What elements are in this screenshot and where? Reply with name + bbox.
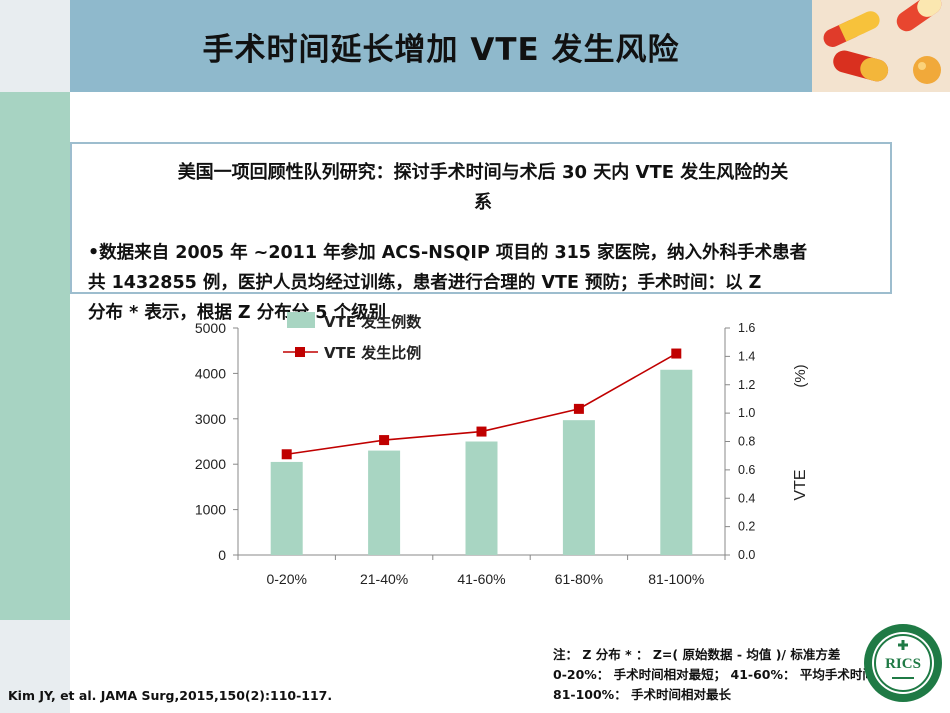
- study-heading-line-2: 系: [474, 192, 492, 213]
- y-right-tick-label: 0.0: [738, 548, 755, 562]
- point-vte-rate: [379, 435, 390, 446]
- bar-vte-count: [562, 420, 595, 555]
- footnote-line-1: 注： Z 分布 * ： Z=( 原始数据 - 均值 )/ 标准方差: [553, 647, 841, 662]
- point-vte-rate: [281, 449, 292, 460]
- x-tick-label: 81-100%: [648, 571, 704, 587]
- y-left-tick-label: 5000: [195, 320, 226, 336]
- left-accent-strip: [0, 92, 70, 620]
- pills-image: [812, 0, 950, 92]
- line-vte-rate: [286, 352, 677, 456]
- y-right-tick-label: 1.6: [738, 321, 755, 335]
- y-left-tick-label: 1000: [195, 502, 226, 518]
- slide-title: 手术时间延长增加 VTE 发生风险: [202, 31, 680, 68]
- y-left-tick-label: 0: [218, 547, 226, 563]
- footnote-line-3: 81-100%： 手术时间相对最长: [553, 687, 732, 702]
- x-tick-label: 61-80%: [555, 571, 603, 587]
- x-tick-label: 0-20%: [266, 571, 306, 587]
- y-left-tick-label: 2000: [195, 456, 226, 472]
- study-heading-line-1: 美国一项回顾性队列研究：探讨手术时间与术后 30 天内 VTE 发生风险的关: [177, 162, 789, 183]
- y-right-tick-label: 0.6: [738, 463, 755, 477]
- footnote: 注： Z 分布 * ： Z=( 原始数据 - 均值 )/ 标准方差 0-20%：…: [553, 645, 943, 705]
- y-left-tick-label: 4000: [195, 365, 226, 381]
- y-right-tick-label: 0.2: [738, 520, 755, 534]
- bar-vte-count: [660, 369, 693, 555]
- study-bullet-line-2: 共 1432855 例，医护人员均经过训练，患者进行合理的 VTE 预防；手术时…: [88, 273, 762, 293]
- study-heading: 美国一项回顾性队列研究：探讨手术时间与术后 30 天内 VTE 发生风险的关 系: [88, 158, 878, 218]
- pills-photo: [812, 0, 950, 92]
- x-tick-label: 41-60%: [457, 571, 505, 587]
- left-strip-bottom: [0, 620, 70, 713]
- y-right-tick-label: 1.0: [738, 406, 755, 420]
- legend-marker-rate: [295, 347, 305, 357]
- y-right-tick-label: 1.2: [738, 378, 755, 392]
- y-right-tick-label: 1.4: [738, 349, 755, 363]
- y-right-axis-unit: (%): [792, 364, 809, 387]
- bar-vte-count: [270, 461, 303, 555]
- y-right-axis-label: VTE: [792, 469, 809, 500]
- study-bullet-line-1: •数据来自 2005 年 ~2011 年参加 ACS-NSQIP 项目的 315…: [88, 243, 808, 263]
- logo-text: RICS: [885, 656, 921, 672]
- point-vte-rate: [671, 348, 682, 359]
- legend-label-rate: VTE 发生比例: [324, 344, 421, 362]
- point-vte-rate: [476, 426, 487, 437]
- point-vte-rate: [573, 403, 584, 414]
- y-left-tick-label: 3000: [195, 411, 226, 427]
- footnote-line-2: 0-20%： 手术时间相对最短； 41-60%： 平均手术时间；: [553, 667, 888, 682]
- legend-label-bar: VTE 发生例数: [324, 313, 422, 331]
- y-right-tick-label: 0.8: [738, 435, 755, 449]
- bar-vte-count: [368, 450, 401, 555]
- x-tick-label: 21-40%: [360, 571, 408, 587]
- study-description-box: [70, 142, 892, 294]
- title-bar: [70, 0, 812, 92]
- bar-vte-count: [465, 441, 498, 555]
- citation: Kim JY, et al. JAMA Surg,2015,150(2):110…: [8, 688, 333, 703]
- rics-logo: RICS: [864, 624, 942, 702]
- y-right-tick-label: 0.4: [738, 491, 755, 505]
- legend-swatch-bar: [287, 312, 315, 328]
